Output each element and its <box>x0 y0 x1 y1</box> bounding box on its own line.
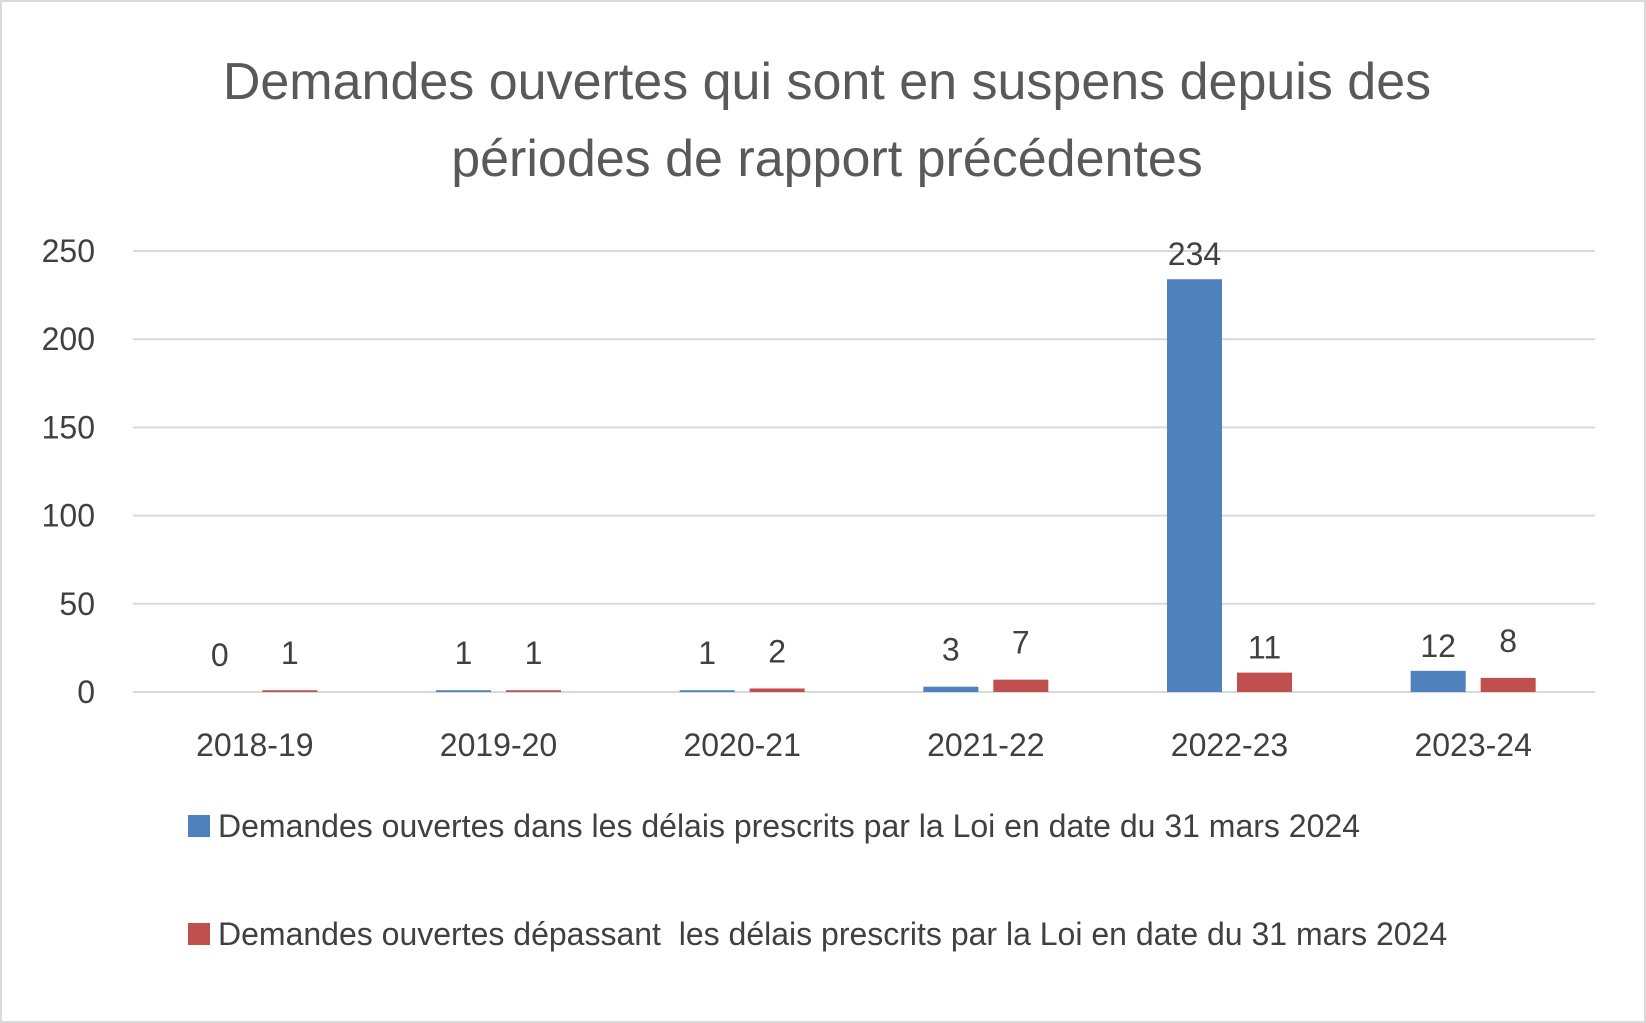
bar <box>993 679 1049 692</box>
x-tick-label: 2023-24 <box>1414 727 1531 763</box>
legend-entry: Demandes ouvertes dépassant les délais p… <box>188 908 1588 960</box>
value-label: 1 <box>525 635 543 671</box>
value-label: 7 <box>1012 625 1030 661</box>
y-tick-label: 200 <box>42 321 95 357</box>
value-label: 12 <box>1420 628 1456 664</box>
bar <box>506 690 561 692</box>
bar <box>923 686 979 692</box>
legend-swatch <box>188 815 210 837</box>
x-tick-label: 2021-22 <box>927 727 1044 763</box>
y-tick-label: 0 <box>77 674 95 710</box>
bar <box>679 690 735 692</box>
value-label: 11 <box>1248 630 1281 666</box>
legend-swatch <box>188 923 210 945</box>
x-tick-label: 2022-23 <box>1171 727 1288 763</box>
value-label: 0 <box>211 637 229 673</box>
value-label: 1 <box>698 635 716 671</box>
chart-title: Demandes ouvertes qui sont en suspens de… <box>222 53 1432 188</box>
y-tick-label: 150 <box>42 409 95 445</box>
value-label: 1 <box>455 635 473 671</box>
bar <box>749 688 805 692</box>
value-label: 2 <box>768 633 786 669</box>
legend-entry: Demandes ouvertes dans les délais prescr… <box>188 800 1588 852</box>
bar <box>1410 670 1466 692</box>
value-label: 8 <box>1499 623 1517 659</box>
value-label: 3 <box>942 632 960 668</box>
y-tick-label: 250 <box>42 233 95 269</box>
bar <box>436 690 491 692</box>
legend-label: Demandes ouvertes dépassant les délais p… <box>218 916 1448 952</box>
legend-label: Demandes ouvertes dans les délais prescr… <box>218 808 1360 844</box>
y-tick-label: 100 <box>42 498 95 534</box>
bar <box>262 690 318 692</box>
bar <box>1237 672 1292 692</box>
x-tick-label: 2019-20 <box>440 727 557 763</box>
value-label: 1 <box>281 635 299 671</box>
value-label: 234 <box>1168 236 1221 272</box>
x-tick-label: 2020-21 <box>683 727 800 763</box>
x-tick-label: 2018-19 <box>196 727 313 763</box>
bar <box>1167 279 1222 692</box>
bar <box>1480 677 1536 692</box>
y-tick-label: 50 <box>59 586 95 622</box>
